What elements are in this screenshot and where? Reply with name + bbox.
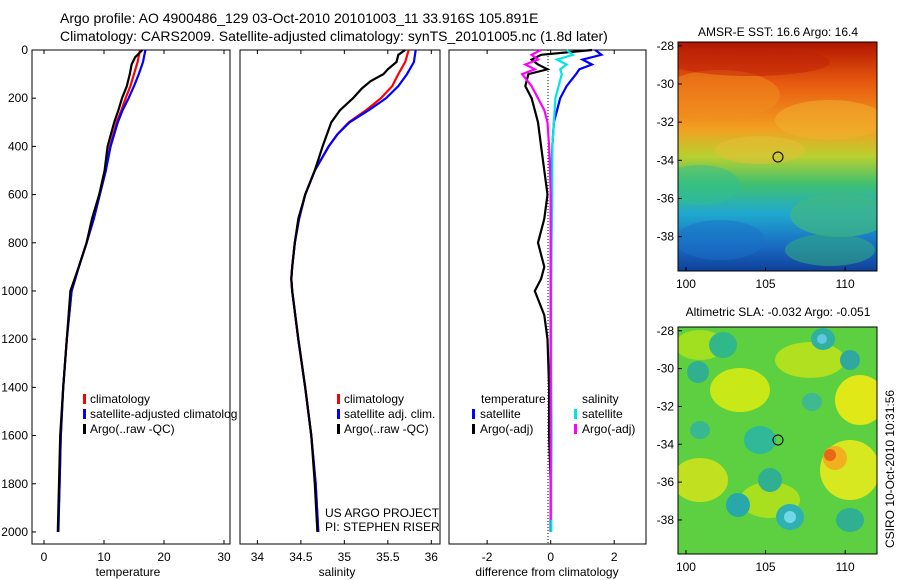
x-tick-label: 105 [756, 277, 776, 291]
legend-swatch-sal-argo [574, 424, 577, 434]
legend-swatch-satellite [83, 409, 86, 419]
y-tick-label: 400 [8, 139, 28, 153]
project-note-line2: PI: STEPHEN RISER [325, 520, 440, 534]
y-tick-label: 0 [21, 43, 28, 57]
legend-label-temp-argo: Argo(-adj) [480, 422, 533, 436]
plot-title-line2: Climatology: CARS2009. Satellite-adjuste… [60, 28, 608, 44]
y-tick-label: 1600 [1, 429, 28, 443]
x-tick-label: -2 [482, 550, 493, 564]
x-tick-label: 35.5 [376, 550, 400, 564]
argo-location-marker [772, 434, 784, 446]
y-tick-label: -28 [657, 324, 675, 338]
y-tick-label: 200 [8, 91, 28, 105]
x-tick-label: 110 [836, 560, 855, 574]
legend-title-salinity: salinity [582, 392, 619, 406]
y-tick-label: -32 [657, 399, 675, 413]
sla-axes-box [677, 326, 878, 555]
temperature-xlabel: temperature [96, 565, 161, 579]
legend-swatch-argo [83, 424, 86, 434]
x-tick-label: 100 [676, 277, 696, 291]
y-tick-label: 2000 [1, 525, 28, 539]
y-tick-label: 1200 [1, 332, 28, 346]
x-tick-label: 36 [425, 550, 439, 564]
difference-legend: temperature satellite Argo(-adj) salinit… [472, 392, 635, 436]
sla-heatmap [678, 327, 877, 554]
x-tick-label: 34.5 [289, 550, 313, 564]
temperature-axes-box [31, 49, 231, 545]
y-tick-label: 1400 [1, 380, 28, 394]
legend-label-climatology: climatology [344, 392, 404, 406]
legend-label-satellite: satellite adj. clim. [344, 407, 435, 421]
x-tick-label: 100 [676, 560, 696, 574]
legend-swatch-argo [337, 424, 340, 434]
argo-location-marker [772, 151, 784, 163]
x-tick-label: 34 [251, 550, 265, 564]
x-tick-label: 110 [836, 277, 855, 291]
y-tick-label: -32 [657, 115, 675, 129]
y-tick-label: 1800 [1, 477, 28, 491]
legend-label-sal-satellite: satellite [582, 407, 623, 421]
series-line-argo-raw-qc- [290, 49, 406, 533]
x-tick-label: 0 [547, 550, 554, 564]
x-tick-label: 10 [97, 550, 111, 564]
side-timestamp: CSIRO 10-Oct-2010 10:31:56 [883, 390, 897, 548]
legend-label-sal-argo: Argo(-adj) [582, 422, 635, 436]
legend-swatch-temp-argo [472, 424, 475, 434]
sst-axes-box [677, 41, 878, 272]
sst-heatmap [678, 42, 877, 271]
plot-title-line1: Argo profile: AO 4900486_129 03-Oct-2010… [60, 10, 539, 26]
y-tick-label: -38 [657, 230, 675, 244]
y-tick-label: 600 [8, 188, 28, 202]
salinity-xlabel: salinity [319, 565, 356, 579]
legend-title-temperature: temperature [481, 392, 546, 406]
salinity-axes-box [239, 49, 441, 545]
salinity-panel: 34 34.5 35 35.5 36 salinity climatology sate… [239, 49, 441, 579]
y-tick-label: -30 [657, 362, 675, 376]
sla-map-title: Altimetric SLA: -0.032 Argo: -0.051 [686, 305, 871, 319]
y-tick-label: -34 [657, 153, 675, 167]
x-tick-label: 30 [217, 550, 231, 564]
salinity-legend: climatology satellite adj. clim. Argo(..… [337, 392, 435, 436]
x-tick-label: 20 [157, 550, 171, 564]
legend-label-temp-satellite: satellite [480, 407, 521, 421]
series-line-salinity-argo-adj- [520, 49, 552, 520]
legend-swatch-temp-satellite [472, 409, 475, 419]
y-tick-label: 800 [8, 236, 28, 250]
temperature-panel: 0 200 400 600 800 1000 1200 1400 1600 1800 2000 0 1… [1, 43, 237, 579]
temperature-legend: climatology satellite-adjusted climatolo… [83, 392, 237, 436]
difference-panel: -2 0 2 difference from climatology tempera… [448, 48, 647, 579]
x-tick-label: 105 [756, 560, 776, 574]
project-note-line1: US ARGO PROJECT [325, 506, 440, 520]
series-line-temperature-argo-adj- [524, 48, 593, 520]
legend-label-climatology: climatology [90, 392, 150, 406]
y-tick-label: -30 [657, 77, 675, 91]
legend-label-argo: Argo(..raw -QC) [344, 422, 429, 436]
sst-map-title: AMSR-E SST: 16.6 Argo: 16.4 [698, 25, 858, 39]
legend-swatch-climatology [83, 394, 86, 404]
sst-map-panel: AMSR-E SST: 16.6 Argo: 16.4 100 105 110 -28… [657, 25, 878, 291]
x-tick-label: 2 [611, 550, 618, 564]
x-tick-label: 0 [41, 550, 48, 564]
x-tick-label: 35 [338, 550, 352, 564]
y-tick-label: 1000 [1, 284, 28, 298]
legend-swatch-climatology [337, 394, 340, 404]
difference-xlabel: difference from climatology [475, 565, 618, 579]
y-tick-label: -36 [657, 475, 675, 489]
y-tick-label: -36 [657, 191, 675, 205]
legend-label-satellite: satellite-adjusted climatolog [90, 407, 237, 421]
sla-map-panel: Altimetric SLA: -0.032 Argo: -0.051 [657, 305, 878, 574]
legend-swatch-satellite [337, 409, 340, 419]
y-tick-label: -28 [657, 39, 675, 53]
legend-label-argo: Argo(..raw -QC) [90, 422, 175, 436]
legend-swatch-sal-satellite [574, 409, 577, 419]
y-tick-label: -34 [657, 437, 675, 451]
series-line-argo-raw-qc- [56, 49, 144, 533]
y-tick-label: -38 [657, 513, 675, 527]
